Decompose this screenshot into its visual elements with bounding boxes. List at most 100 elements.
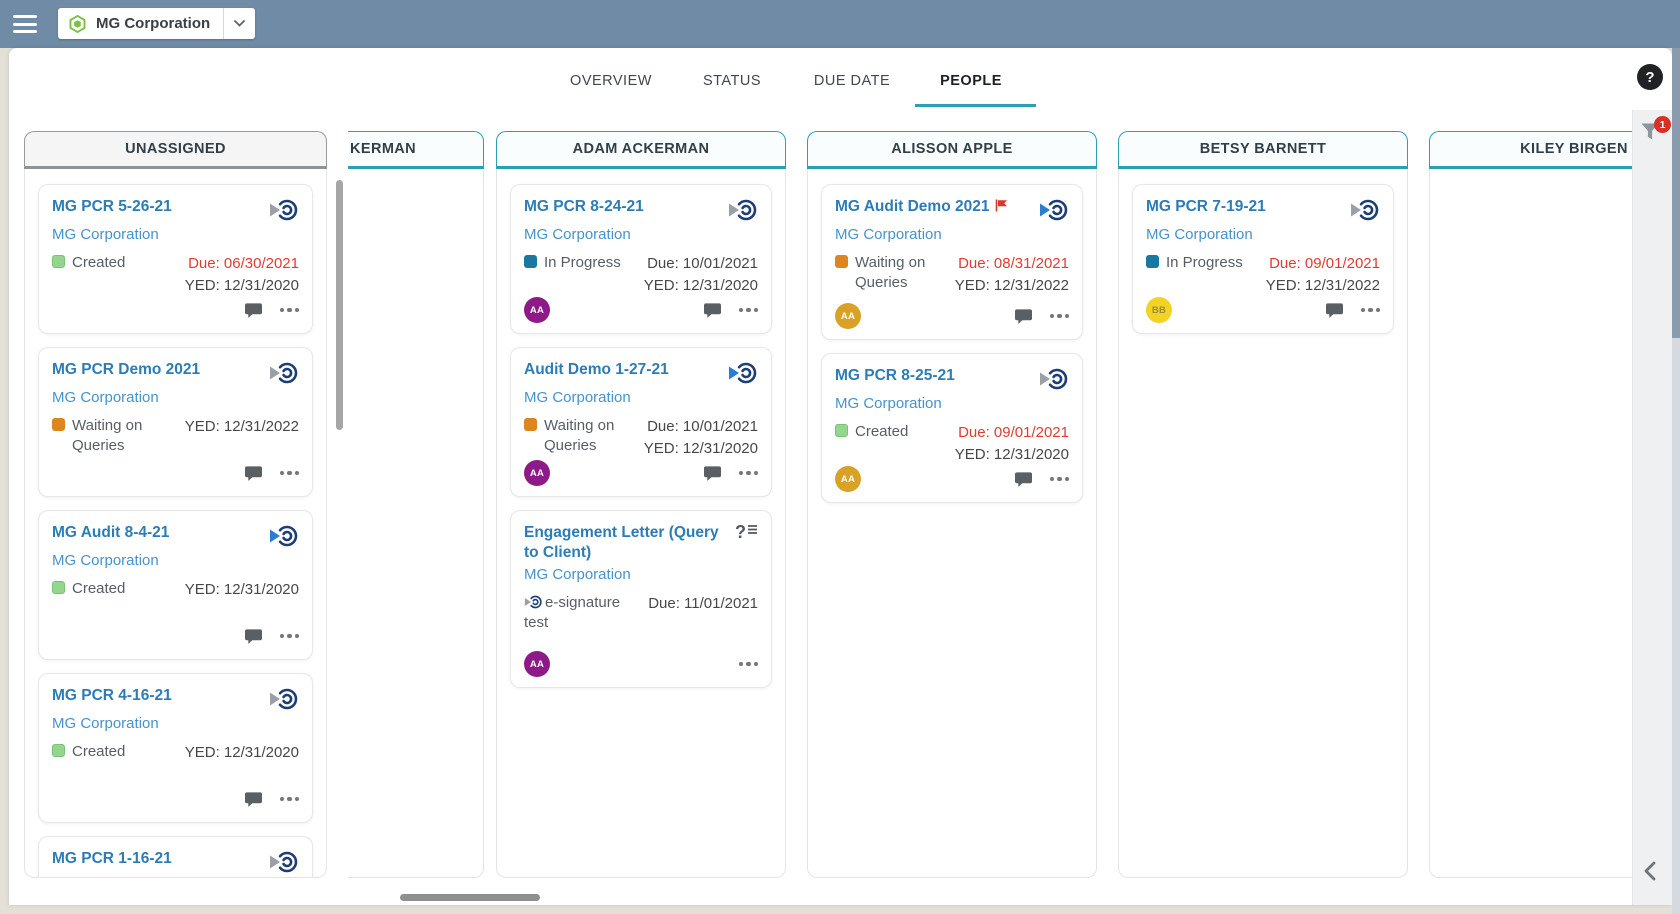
comment-icon[interactable] bbox=[244, 791, 263, 808]
engagement-title-link[interactable]: MG PCR 8-24-21 bbox=[524, 198, 644, 215]
entity-link[interactable]: MG Corporation bbox=[52, 226, 159, 243]
more-options-icon[interactable] bbox=[279, 633, 299, 639]
engagement-title-link[interactable]: MG PCR 4-16-21 bbox=[52, 687, 172, 704]
entity-link[interactable]: MG Corporation bbox=[52, 389, 159, 406]
avatar[interactable]: AA bbox=[835, 303, 861, 329]
engagement-card[interactable]: MG PCR 5-26-21 MG Corporation Created Du… bbox=[38, 184, 313, 334]
page-scrollbar-thumb[interactable] bbox=[1672, 48, 1680, 338]
engagement-card[interactable]: MG PCR Demo 2021 MG Corporation Waiting … bbox=[38, 347, 313, 497]
column-header[interactable]: ADAM ACKERMAN bbox=[496, 131, 786, 169]
column-body bbox=[348, 169, 484, 878]
filter-button[interactable]: 1 bbox=[1640, 116, 1671, 148]
entity-link[interactable]: MG Corporation bbox=[524, 226, 631, 243]
entity-link[interactable]: MG Corporation bbox=[1146, 226, 1253, 243]
comment-icon[interactable] bbox=[1014, 308, 1033, 325]
column-scrollbar-thumb[interactable] bbox=[336, 180, 343, 430]
comment-icon[interactable] bbox=[244, 465, 263, 482]
engagement-card[interactable]: MG PCR 7-19-21 MG Corporation In Progres… bbox=[1132, 184, 1394, 334]
engagement-title-link[interactable]: MG PCR Demo 2021 bbox=[52, 361, 201, 378]
engagement-title-link[interactable]: Audit Demo 1-27-21 bbox=[524, 361, 669, 378]
collapse-panel-button[interactable] bbox=[1643, 861, 1663, 883]
entity-selector-main[interactable]: MG Corporation bbox=[58, 8, 223, 39]
entity-selector[interactable]: MG Corporation bbox=[58, 8, 256, 39]
column-alisson-apple: ALISSON APPLE MG Audit Demo 2021 MG Corp… bbox=[807, 131, 1097, 878]
column-body: MG PCR 7-19-21 MG Corporation In Progres… bbox=[1118, 169, 1408, 878]
engagement-card[interactable]: MG PCR 4-16-21 MG Corporation Created YE… bbox=[38, 673, 313, 823]
engagement-title-link[interactable]: MG PCR 7-19-21 bbox=[1146, 198, 1266, 215]
entity-link[interactable]: MG Corporation bbox=[835, 226, 942, 243]
tab-people[interactable]: PEOPLE bbox=[940, 73, 1002, 89]
comment-icon[interactable] bbox=[703, 465, 722, 482]
comment-icon[interactable] bbox=[244, 628, 263, 645]
more-options-icon[interactable] bbox=[738, 470, 758, 476]
page-scrollbar[interactable] bbox=[1672, 48, 1680, 914]
engagement-title-link[interactable]: MG PCR 1-16-21 bbox=[52, 850, 172, 867]
more-options-icon[interactable] bbox=[279, 796, 299, 802]
engagement-card[interactable]: MG PCR 1-16-21 bbox=[38, 836, 313, 877]
query-icon: ? bbox=[735, 523, 758, 563]
more-options-icon[interactable] bbox=[279, 307, 299, 313]
entity-link[interactable]: MG Corporation bbox=[524, 565, 631, 583]
more-options-icon[interactable] bbox=[738, 661, 758, 667]
tab-status[interactable]: STATUS bbox=[702, 73, 762, 89]
comment-icon[interactable] bbox=[703, 302, 722, 319]
engagement-type-icon bbox=[1351, 199, 1379, 221]
tab-due-date[interactable]: DUE DATE bbox=[813, 73, 891, 89]
engagement-title-link[interactable]: MG Audit 8-4-21 bbox=[52, 524, 170, 541]
status-badge: Waiting on Queries bbox=[524, 416, 638, 460]
more-options-icon[interactable] bbox=[738, 307, 758, 313]
comment-icon[interactable] bbox=[1325, 302, 1344, 319]
entity-dropdown-button[interactable] bbox=[223, 8, 255, 39]
help-button[interactable]: ? bbox=[1637, 64, 1663, 90]
column-body: MG PCR 8-24-21 MG Corporation In Progres… bbox=[496, 169, 786, 878]
due-date: Due: 10/01/2021 bbox=[647, 255, 758, 272]
column-header[interactable]: BETSY BARNETT bbox=[1118, 131, 1408, 169]
column-unassigned: UNASSIGNED MG PCR 5-26-21 MG Corporation… bbox=[24, 131, 327, 878]
due-date: Due: 08/31/2021 bbox=[958, 255, 1069, 272]
more-options-icon[interactable] bbox=[279, 470, 299, 476]
avatar[interactable]: AA bbox=[835, 466, 861, 492]
engagement-title-link[interactable]: MG PCR 8-25-21 bbox=[835, 367, 955, 384]
entity-link[interactable]: MG Corporation bbox=[835, 395, 942, 412]
avatar[interactable]: AA bbox=[524, 651, 550, 677]
engagement-type-icon bbox=[270, 525, 298, 547]
column-header[interactable]: KILEY BIRGEN bbox=[1429, 131, 1632, 169]
filter-count-badge: 1 bbox=[1654, 116, 1671, 133]
entity-name: MG Corporation bbox=[96, 15, 211, 32]
query-title-link[interactable]: Engagement Letter (Query to Client) bbox=[524, 524, 719, 561]
engagement-card[interactable]: MG Audit 8-4-21 MG Corporation Created Y… bbox=[38, 510, 313, 660]
column-body: MG PCR 5-26-21 MG Corporation Created Du… bbox=[24, 169, 327, 878]
column-header[interactable]: UNASSIGNED bbox=[24, 131, 327, 169]
engagement-title-link[interactable]: MG PCR 5-26-21 bbox=[52, 198, 172, 215]
avatar[interactable]: AA bbox=[524, 297, 550, 323]
engagement-card[interactable]: MG PCR 8-25-21 MG Corporation Created Du… bbox=[821, 353, 1083, 503]
column-betsy-barnett: BETSY BARNETT MG PCR 7-19-21 MG Corporat… bbox=[1118, 131, 1408, 878]
engagement-type-icon bbox=[1040, 199, 1068, 221]
more-options-icon[interactable] bbox=[1049, 476, 1069, 482]
entity-link[interactable]: MG Corporation bbox=[52, 552, 159, 569]
entity-link[interactable]: MG Corporation bbox=[524, 389, 631, 406]
engagement-type-icon bbox=[729, 199, 757, 221]
tab-overview[interactable]: OVERVIEW bbox=[570, 73, 652, 89]
menu-icon[interactable] bbox=[13, 15, 37, 33]
engagement-type-icon bbox=[270, 362, 298, 384]
engagement-card[interactable]: MG Audit Demo 2021 MG Corporation Waitin… bbox=[821, 184, 1083, 340]
column-header[interactable]: ALISSON APPLE bbox=[807, 131, 1097, 169]
more-options-icon[interactable] bbox=[1360, 307, 1380, 313]
comment-icon[interactable] bbox=[1014, 471, 1033, 488]
engagement-title-link[interactable]: MG Audit Demo 2021 bbox=[835, 197, 1008, 223]
chevron-down-icon bbox=[234, 20, 246, 27]
green-hexagon-icon bbox=[69, 14, 86, 33]
query-card[interactable]: Engagement Letter (Query to Client) ? MG… bbox=[510, 510, 772, 688]
entity-link[interactable]: MG Corporation bbox=[52, 715, 159, 732]
horizontal-scrollbar-thumb[interactable] bbox=[400, 894, 540, 901]
column-header[interactable]: KERMAN bbox=[348, 131, 484, 169]
comment-icon[interactable] bbox=[244, 302, 263, 319]
avatar[interactable]: BB bbox=[1146, 297, 1172, 323]
more-options-icon[interactable] bbox=[1049, 313, 1069, 319]
status-badge: In Progress bbox=[1146, 253, 1243, 297]
avatar[interactable]: AA bbox=[524, 460, 550, 486]
status-color-square bbox=[524, 255, 537, 268]
engagement-card[interactable]: MG PCR 8-24-21 MG Corporation In Progres… bbox=[510, 184, 772, 334]
engagement-card[interactable]: Audit Demo 1-27-21 MG Corporation Waitin… bbox=[510, 347, 772, 497]
